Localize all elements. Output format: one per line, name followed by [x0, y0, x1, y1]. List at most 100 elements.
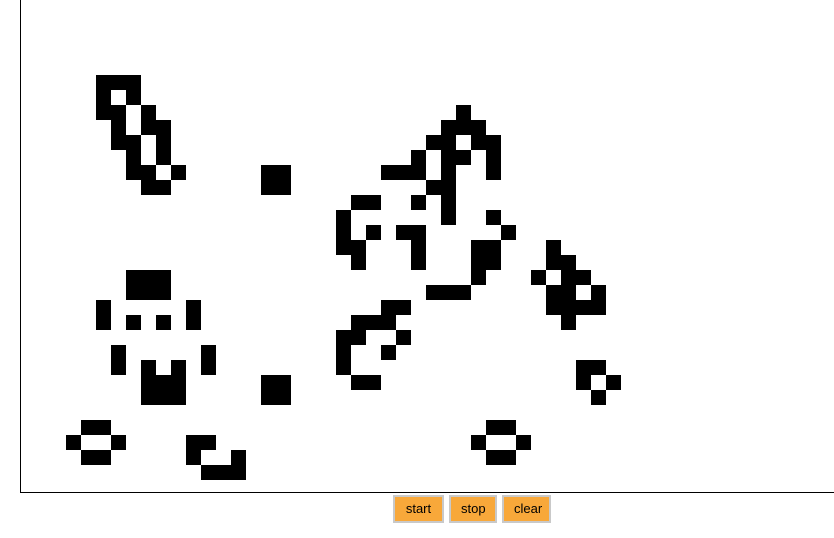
live-cell[interactable]	[111, 435, 126, 450]
live-cell[interactable]	[576, 270, 591, 285]
live-cell[interactable]	[141, 360, 156, 375]
live-cell[interactable]	[381, 315, 396, 330]
live-cell[interactable]	[126, 90, 141, 105]
live-cell[interactable]	[171, 360, 186, 375]
live-cell[interactable]	[456, 120, 471, 135]
live-cell[interactable]	[276, 375, 291, 390]
live-cell[interactable]	[576, 375, 591, 390]
live-cell[interactable]	[516, 435, 531, 450]
live-cell[interactable]	[111, 105, 126, 120]
live-cell[interactable]	[471, 435, 486, 450]
live-cell[interactable]	[456, 105, 471, 120]
live-cell[interactable]	[186, 315, 201, 330]
live-cell[interactable]	[546, 240, 561, 255]
live-cell[interactable]	[201, 345, 216, 360]
live-cell[interactable]	[111, 120, 126, 135]
live-cell[interactable]	[591, 360, 606, 375]
live-cell[interactable]	[426, 135, 441, 150]
live-cell[interactable]	[276, 180, 291, 195]
live-cell[interactable]	[141, 390, 156, 405]
live-cell[interactable]	[396, 330, 411, 345]
live-cell[interactable]	[366, 195, 381, 210]
live-cell[interactable]	[471, 120, 486, 135]
live-cell[interactable]	[156, 150, 171, 165]
live-cell[interactable]	[126, 315, 141, 330]
live-cell[interactable]	[336, 360, 351, 375]
live-cell[interactable]	[366, 225, 381, 240]
live-cell[interactable]	[441, 165, 456, 180]
live-cell[interactable]	[381, 165, 396, 180]
live-cell[interactable]	[261, 390, 276, 405]
live-cell[interactable]	[201, 465, 216, 480]
live-cell[interactable]	[141, 120, 156, 135]
live-cell[interactable]	[111, 75, 126, 90]
live-cell[interactable]	[501, 225, 516, 240]
live-cell[interactable]	[546, 285, 561, 300]
live-cell[interactable]	[441, 285, 456, 300]
live-cell[interactable]	[231, 450, 246, 465]
live-cell[interactable]	[411, 195, 426, 210]
live-cell[interactable]	[561, 285, 576, 300]
live-cell[interactable]	[486, 135, 501, 150]
live-cell[interactable]	[96, 420, 111, 435]
live-cell[interactable]	[156, 120, 171, 135]
live-cell[interactable]	[81, 450, 96, 465]
live-cell[interactable]	[606, 375, 621, 390]
live-cell[interactable]	[186, 435, 201, 450]
live-cell[interactable]	[336, 330, 351, 345]
live-cell[interactable]	[561, 270, 576, 285]
live-cell[interactable]	[441, 210, 456, 225]
live-cell[interactable]	[471, 255, 486, 270]
live-cell[interactable]	[171, 165, 186, 180]
live-cell[interactable]	[156, 315, 171, 330]
live-cell[interactable]	[141, 270, 156, 285]
live-cell[interactable]	[351, 330, 366, 345]
live-cell[interactable]	[486, 240, 501, 255]
live-cell[interactable]	[156, 270, 171, 285]
live-cell[interactable]	[486, 210, 501, 225]
live-cell[interactable]	[591, 390, 606, 405]
live-cell[interactable]	[396, 300, 411, 315]
live-cell[interactable]	[366, 315, 381, 330]
live-cell[interactable]	[426, 285, 441, 300]
live-cell[interactable]	[141, 105, 156, 120]
live-cell[interactable]	[111, 360, 126, 375]
live-cell[interactable]	[546, 300, 561, 315]
live-cell[interactable]	[111, 135, 126, 150]
live-cell[interactable]	[561, 315, 576, 330]
live-cell[interactable]	[441, 195, 456, 210]
live-cell[interactable]	[171, 390, 186, 405]
live-cell[interactable]	[141, 285, 156, 300]
live-cell[interactable]	[171, 375, 186, 390]
live-cell[interactable]	[591, 300, 606, 315]
live-cell[interactable]	[126, 135, 141, 150]
live-cell[interactable]	[351, 195, 366, 210]
live-cell[interactable]	[276, 165, 291, 180]
live-cell[interactable]	[546, 255, 561, 270]
live-cell[interactable]	[96, 105, 111, 120]
live-cell[interactable]	[411, 240, 426, 255]
live-cell[interactable]	[231, 465, 246, 480]
life-grid-canvas[interactable]	[20, 0, 834, 493]
live-cell[interactable]	[66, 435, 81, 450]
live-cell[interactable]	[441, 150, 456, 165]
live-cell[interactable]	[351, 255, 366, 270]
live-cell[interactable]	[411, 255, 426, 270]
live-cell[interactable]	[486, 420, 501, 435]
live-cell[interactable]	[501, 420, 516, 435]
live-cell[interactable]	[576, 360, 591, 375]
live-cell[interactable]	[486, 255, 501, 270]
live-cell[interactable]	[411, 225, 426, 240]
live-cell[interactable]	[531, 270, 546, 285]
live-cell[interactable]	[141, 165, 156, 180]
live-cell[interactable]	[381, 345, 396, 360]
live-cell[interactable]	[201, 435, 216, 450]
live-cell[interactable]	[276, 390, 291, 405]
live-cell[interactable]	[501, 450, 516, 465]
live-cell[interactable]	[96, 90, 111, 105]
live-cell[interactable]	[186, 450, 201, 465]
live-cell[interactable]	[426, 180, 441, 195]
live-cell[interactable]	[411, 150, 426, 165]
live-cell[interactable]	[216, 465, 231, 480]
live-cell[interactable]	[381, 300, 396, 315]
